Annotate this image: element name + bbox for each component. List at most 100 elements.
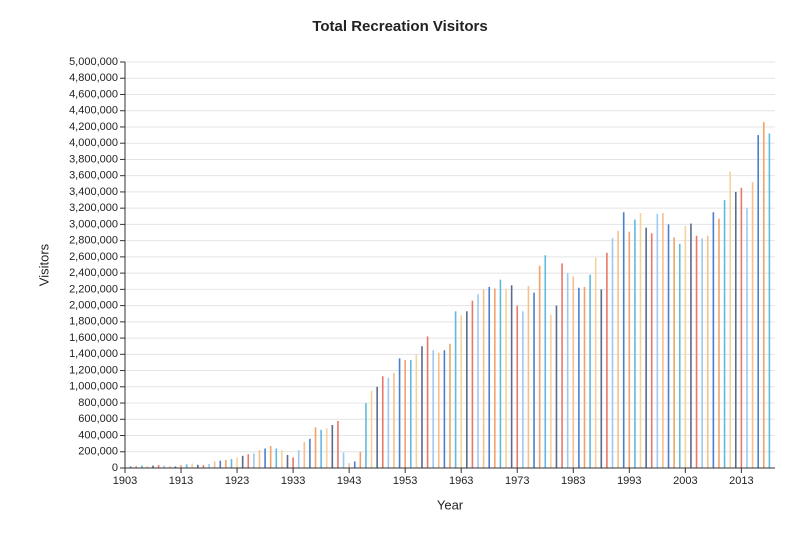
bar: [751, 182, 754, 468]
bar: [656, 213, 659, 468]
bar: [488, 286, 491, 468]
bar: [191, 463, 194, 468]
bar: [432, 350, 434, 468]
bar: [303, 442, 306, 468]
bar: [348, 463, 350, 468]
bar: [297, 450, 300, 468]
bar: [650, 233, 653, 468]
bar: [393, 372, 395, 468]
bar: [236, 457, 238, 468]
bar: [600, 289, 603, 468]
bar: [729, 171, 731, 468]
bar: [197, 464, 199, 468]
bar: [376, 386, 378, 468]
y-tick-label: 2,800,000: [69, 235, 118, 247]
bar: [477, 294, 479, 468]
x-tick-label: 1923: [225, 475, 249, 487]
bar: [404, 360, 406, 468]
y-tick-label: 5,000,000: [69, 56, 118, 68]
x-tick-label: 1953: [393, 475, 417, 487]
bar: [494, 288, 496, 468]
bar: [695, 235, 698, 468]
bar: [701, 238, 703, 468]
bar: [426, 336, 429, 468]
bar: [281, 450, 283, 468]
bar: [370, 390, 373, 468]
bar: [589, 274, 591, 468]
bar: [409, 360, 412, 468]
y-tick-label: 1,800,000: [69, 316, 118, 328]
bar: [673, 237, 675, 468]
bar: [286, 455, 289, 468]
bar: [578, 287, 580, 468]
x-tick-label: 2013: [729, 475, 753, 487]
y-tick-label: 3,200,000: [69, 202, 118, 214]
bar: [550, 314, 552, 468]
bar: [522, 311, 524, 468]
bar: [275, 448, 278, 468]
bar: [723, 200, 726, 469]
bar: [398, 358, 401, 468]
bar: [152, 465, 154, 468]
bar: [292, 457, 294, 468]
bar: [594, 257, 597, 468]
bar: [757, 135, 759, 468]
y-tick-label: 3,600,000: [69, 170, 118, 182]
bar: [381, 376, 384, 468]
bar: [718, 218, 720, 468]
bar: [544, 255, 547, 468]
y-tick-label: 3,400,000: [69, 186, 118, 198]
bar: [258, 450, 261, 468]
bar: [365, 403, 367, 468]
bar: [247, 454, 250, 468]
bar: [135, 465, 138, 468]
y-tick-label: 2,000,000: [69, 300, 118, 312]
y-tick-label: 1,600,000: [69, 332, 118, 344]
bar: [202, 465, 205, 468]
bar: [466, 311, 468, 468]
y-tick-label: 3,000,000: [69, 218, 118, 230]
bar: [566, 273, 569, 468]
bar: [628, 231, 631, 468]
bar: [141, 465, 143, 468]
y-tick-label: 0: [112, 462, 118, 474]
bar: [185, 464, 188, 468]
bar: [583, 286, 586, 468]
bar: [662, 213, 664, 468]
bar: [634, 219, 636, 468]
bar: [129, 466, 132, 468]
bar: [678, 243, 681, 468]
bar: [253, 453, 255, 468]
bar: [712, 212, 715, 468]
y-tick-label: 2,400,000: [69, 267, 118, 279]
bar: [734, 191, 737, 469]
bar: [169, 465, 171, 468]
x-tick-label: 1993: [617, 475, 641, 487]
bar: [342, 452, 345, 468]
bar: [241, 455, 244, 468]
bar: [572, 276, 575, 468]
bar: [225, 459, 227, 468]
bar: [516, 305, 519, 468]
bar: [499, 279, 502, 468]
x-tick-label: 1943: [337, 475, 361, 487]
y-tick-label: 200,000: [78, 446, 118, 458]
x-tick-label: 1973: [505, 475, 529, 487]
bar: [527, 286, 530, 468]
y-tick-label: 4,200,000: [69, 121, 118, 133]
y-tick-label: 600,000: [78, 413, 118, 425]
x-tick-label: 1933: [281, 475, 305, 487]
bar: [325, 428, 328, 468]
bar: [309, 438, 311, 468]
bar: [387, 377, 390, 468]
bar: [219, 460, 222, 468]
bar: [230, 459, 233, 468]
bar: [449, 343, 451, 468]
bar: [611, 238, 614, 468]
bar: [768, 133, 771, 468]
bar: [645, 227, 647, 468]
bar: [337, 420, 339, 468]
y-axis-title: Visitors: [36, 243, 51, 286]
bar: [690, 223, 692, 468]
